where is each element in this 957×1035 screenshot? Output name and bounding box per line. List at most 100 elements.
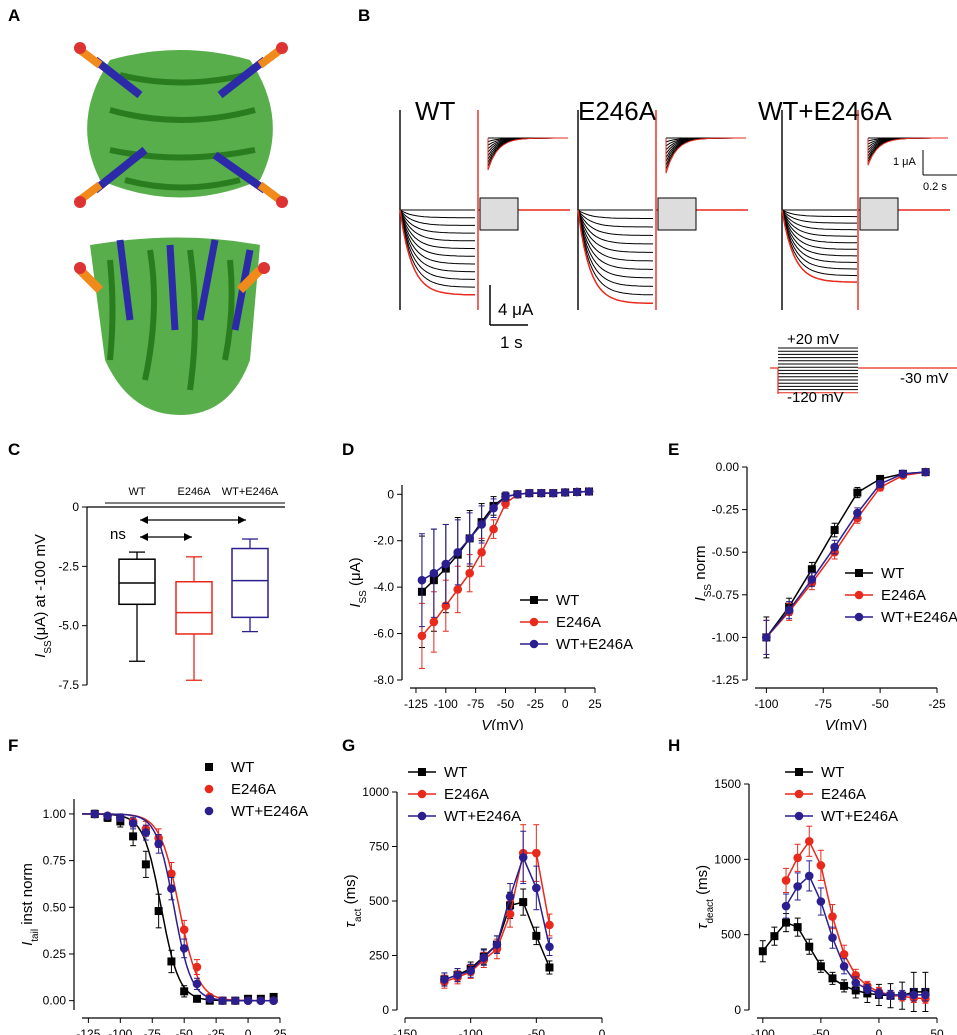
fit-curve (82, 813, 274, 1002)
legend-label: WT (881, 565, 904, 582)
panel-label-g: G (342, 736, 356, 755)
legend-label: WT+E246A (881, 609, 957, 626)
current-trace (781, 209, 857, 270)
data-point (851, 986, 860, 995)
data-point (886, 990, 895, 1000)
x-tick-label: 0 (876, 1027, 883, 1035)
y-tick-label: 0.00 (716, 460, 740, 474)
protocol-label-minus120: -120 mV (787, 389, 844, 406)
legend-marker (854, 590, 864, 600)
current-traces-panel: WT E246A WT+E246A 1 μA 0.2 s 4 μA 1 s +2… (399, 96, 957, 406)
data-point (532, 848, 541, 858)
data-point (828, 974, 837, 983)
chart-c-box-plot: 0 -2.5 -5.0 -7.5 ISS(μA) at -100 mV WT E246A WT… (32, 486, 285, 692)
legend-label: WT (444, 764, 467, 781)
y-axis-label: τact (ms) (342, 874, 364, 927)
category-label: WT+E246A (222, 486, 279, 498)
data-point (167, 869, 176, 878)
y-tick-label: 1000 (714, 852, 741, 866)
panel-label-b: B (358, 6, 371, 25)
data-point (489, 503, 498, 513)
data-point (492, 940, 502, 949)
data-point (465, 534, 474, 543)
x-tick-label: 0 (562, 697, 569, 711)
protein-structure-image (74, 42, 288, 415)
data-point (519, 898, 528, 907)
data-point (839, 949, 849, 959)
legend-marker (204, 806, 214, 816)
legend-label: E246A (821, 786, 866, 803)
data-point (179, 925, 189, 935)
current-trace (781, 209, 857, 257)
series-2 (762, 467, 930, 655)
data-point (909, 990, 919, 1000)
legend-marker (529, 639, 539, 649)
data-point (192, 962, 202, 972)
current-trace (577, 209, 653, 219)
category-label: WT (128, 486, 145, 498)
data-point (532, 931, 541, 940)
data-point (477, 520, 486, 529)
data-point (762, 633, 771, 642)
y-tick-label: 250 (369, 949, 389, 963)
x-tick-label: -50 (497, 697, 515, 711)
y-tick-label: -6.0 (373, 627, 394, 641)
data-point (572, 487, 582, 497)
y-tick-label: 0.75 (43, 854, 67, 868)
protocol-label-minus30: -30 mV (900, 370, 948, 387)
y-tick-label: -8.0 (373, 673, 394, 687)
data-point (816, 861, 826, 870)
data-point (141, 828, 151, 837)
legend-marker (417, 811, 427, 821)
current-trace (781, 209, 857, 263)
current-trace (399, 209, 475, 296)
current-trace (399, 209, 476, 257)
structure-top-view (74, 42, 288, 208)
x-tick-label: 25 (588, 697, 602, 711)
current-trace (577, 209, 653, 270)
x-tick-label: -125 (404, 697, 428, 711)
legend-label: E246A (881, 587, 926, 604)
current-trace (399, 209, 475, 280)
scale-tail-time: 0.2 s (923, 181, 947, 193)
current-trace (399, 209, 475, 288)
series-line (444, 855, 551, 981)
data-point (154, 839, 163, 849)
data-point (103, 811, 112, 821)
y-tick-label: 0 (72, 500, 79, 514)
data-point (804, 871, 814, 881)
current-trace (781, 209, 857, 283)
panel-label-h: H (668, 736, 681, 755)
y-tick-label: -0.25 (712, 503, 740, 517)
box (175, 581, 213, 635)
x-tick-label: -50 (812, 1027, 830, 1035)
y-tick-label: 0 (734, 1003, 741, 1017)
legend-label: WT (821, 764, 844, 781)
legend-label: WT+E246A (231, 803, 308, 820)
y-tick-label: 1.00 (43, 807, 67, 821)
x-tick-label: -100 (108, 1027, 132, 1035)
x-tick-label: 50 (930, 1027, 944, 1035)
current-trace (577, 209, 653, 305)
data-point (545, 942, 554, 952)
y-tick-label: 0.00 (43, 994, 67, 1008)
tail-inset-trace (487, 137, 568, 171)
comparison-arrow-wt-mix-head (140, 516, 148, 524)
y-tick-label: -4.0 (373, 580, 394, 594)
current-trace (577, 209, 653, 245)
x-tick-label: -100 (459, 1027, 483, 1035)
series-3 (781, 860, 930, 1002)
data-point (513, 489, 522, 499)
data-point (921, 467, 930, 477)
data-point (863, 984, 872, 994)
panel-label-f: F (8, 736, 19, 755)
data-point (167, 884, 176, 893)
category-label: E246A (177, 486, 211, 498)
data-point (897, 990, 907, 1000)
series-3 (417, 487, 594, 628)
panel-label-c: C (8, 440, 21, 459)
data-point (560, 488, 570, 497)
current-trace (577, 209, 654, 279)
data-point (830, 526, 839, 535)
box-2 (175, 556, 213, 681)
